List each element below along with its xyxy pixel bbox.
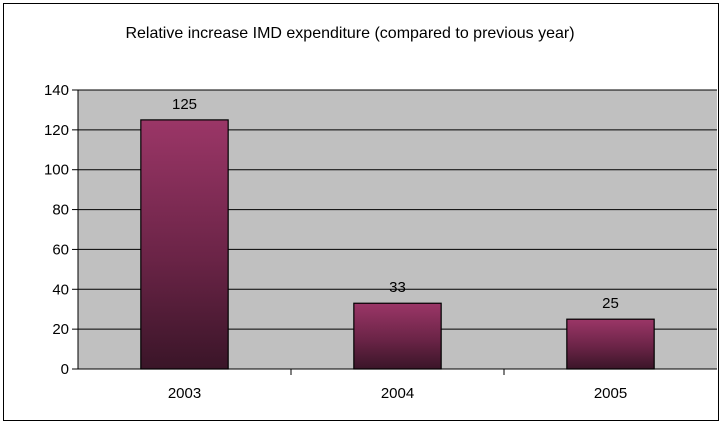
y-tick-label: 140 <box>44 82 69 99</box>
chart-title: Relative increase IMD expenditure (compa… <box>125 25 574 42</box>
bar <box>353 302 442 370</box>
y-tick-label: 60 <box>52 241 69 258</box>
data-label: 125 <box>172 96 197 113</box>
y-tick-label: 80 <box>52 202 69 219</box>
data-label: 33 <box>389 279 406 296</box>
y-tick-label: 40 <box>52 281 69 298</box>
y-tick-label: 0 <box>61 361 69 378</box>
y-tick-label: 100 <box>44 162 69 179</box>
y-tick-label: 20 <box>52 321 69 338</box>
x-tick-label: 2003 <box>168 385 201 402</box>
x-tick-label: 2005 <box>594 385 627 402</box>
bar-chart: Relative increase IMD expenditure (compa… <box>44 25 717 402</box>
chart-frame: Relative increase IMD expenditure (compa… <box>3 3 719 421</box>
bar <box>566 318 655 370</box>
data-label: 25 <box>602 295 619 312</box>
y-tick-label: 120 <box>44 122 69 139</box>
bar <box>140 119 229 370</box>
x-tick-label: 2004 <box>381 385 414 402</box>
